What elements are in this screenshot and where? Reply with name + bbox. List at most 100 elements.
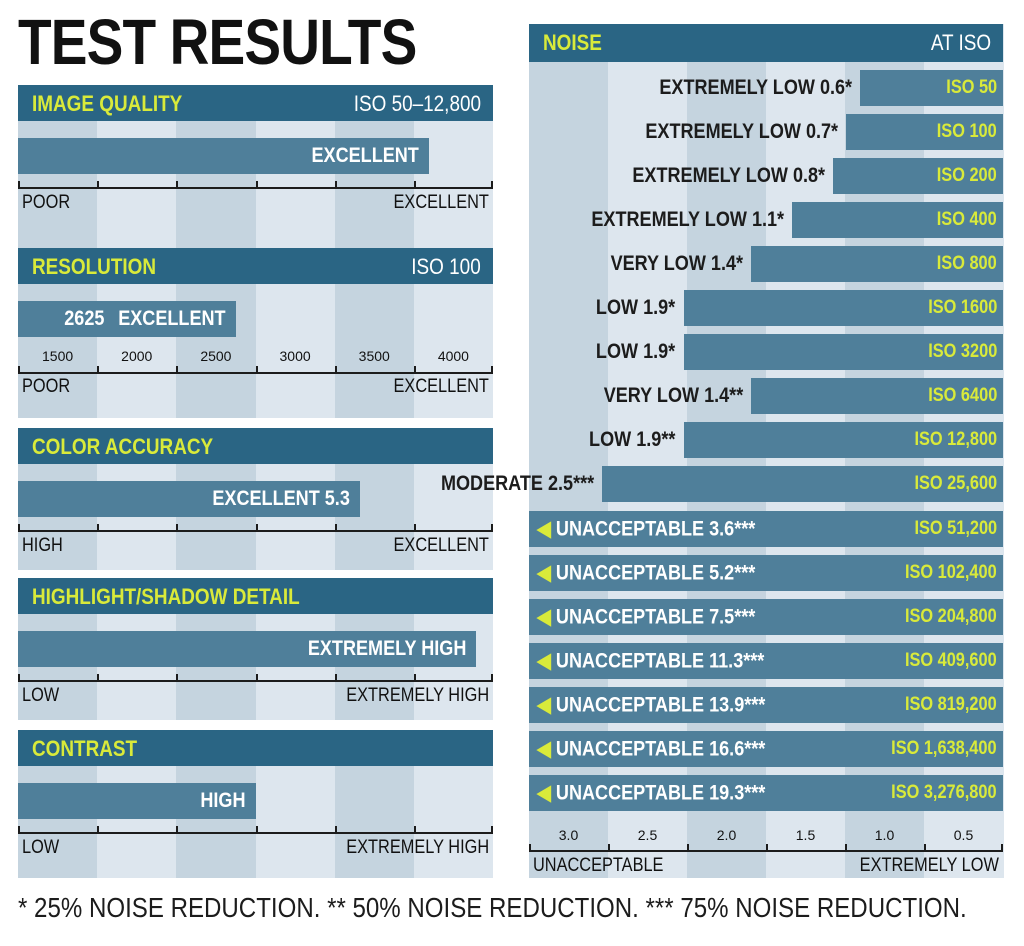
noise-row: EXTREMELY LOW 0.8* ISO 200: [529, 158, 1003, 195]
noise-value-label: VERY LOW 1.4**: [581, 384, 744, 408]
tick-mark: [176, 674, 179, 682]
noise-iso: ISO 200: [937, 165, 997, 187]
tick-mark: [334, 181, 337, 189]
tick-mark: [18, 674, 20, 682]
tick-mark: [491, 366, 493, 374]
noise-tick-label: 2.5: [637, 826, 658, 843]
noise-bar: [683, 334, 1003, 371]
tick-mark: [255, 674, 258, 682]
scale-max-label: EXCELLENT: [393, 192, 489, 213]
noise-row: MODERATE 2.5*** ISO 25,600: [441, 466, 1003, 503]
tick-mark: [413, 826, 416, 834]
noise-iso: ISO 204,800: [905, 605, 997, 627]
noise-bar: [846, 114, 1003, 151]
tick-mark: [491, 826, 493, 834]
noise-value: 1.4: [711, 252, 737, 276]
tick-mark: [413, 674, 416, 682]
tick-mark: [18, 826, 20, 834]
tick-mark: [255, 181, 258, 189]
noise-marks: ***: [573, 472, 595, 496]
noise-bar: [529, 686, 1003, 723]
noise-row: LOW 1.9** ISO 12,800: [529, 422, 1003, 459]
left-arrow-icon: ◀: [537, 737, 556, 761]
value-label: EXTREMELY HIGH: [307, 637, 467, 660]
noise-tick-mark: [1001, 843, 1003, 852]
left-arrow-icon: ◀: [537, 605, 556, 629]
noise-value: 16.6: [709, 737, 745, 761]
noise-rating: VERY LOW: [610, 252, 712, 276]
noise-rating: UNACCEPTABLE: [555, 649, 710, 673]
tick-mark: [97, 674, 100, 682]
noise-tick-mark: [529, 843, 531, 852]
noise-value: 1.9: [643, 340, 669, 364]
tick-mark: [255, 826, 258, 834]
noise-iso: ISO 6400: [927, 385, 997, 407]
noise-scale-min-label: UNACCEPTABLE: [533, 854, 664, 876]
noise-iso: ISO 400: [937, 209, 997, 231]
value-label: EXCELLENT: [311, 144, 419, 167]
noise-tick-label: 3.0: [558, 826, 579, 843]
noise-panel: NOISE AT ISO EXTREMELY LOW 0.6* ISO 50 EXTRE…: [441, 24, 1004, 878]
section-contrast: CONTRAST HIGH LOW EXTREMELY HIGH: [18, 730, 494, 878]
value-bar: HIGH: [18, 783, 256, 819]
noise-value: 7.5: [709, 605, 735, 629]
noise-bar: [529, 510, 1003, 547]
tick-mark: [18, 524, 20, 532]
noise-rating: UNACCEPTABLE: [555, 561, 710, 585]
noise-value-label: LOW 1.9**: [575, 428, 675, 452]
noise-value: 5.2: [709, 561, 735, 585]
section-title: CONTRAST: [32, 736, 138, 761]
noise-value: 0.7: [806, 120, 832, 144]
noise-row: ◀ UNACCEPTABLE 19.3*** ISO 3,276,800: [529, 774, 1003, 811]
section-highlight-shadow-detail: HIGHLIGHT/SHADOW DETAIL EXTREMELY HIGH LOW…: [18, 578, 494, 720]
tick-mark: [334, 826, 337, 834]
noise-rating: LOW: [589, 428, 637, 452]
noise-bar: [529, 598, 1003, 635]
noise-iso: ISO 51,200: [914, 517, 997, 539]
noise-row: ◀ UNACCEPTABLE 13.9*** ISO 819,200: [529, 686, 1003, 723]
noise-marks: ***: [743, 649, 765, 673]
noise-value-label: ◀ UNACCEPTABLE 11.3***: [537, 648, 801, 673]
noise-row: ◀ UNACCEPTABLE 11.3*** ISO 409,600: [529, 642, 1003, 679]
value-bar: EXCELLENT: [18, 138, 429, 174]
noise-tick-mark: [687, 843, 689, 852]
tick-label: 2000: [121, 348, 153, 364]
section-image-quality: IMAGE QUALITY ISO 50–12,800 EXCELLENT POOR E…: [18, 85, 494, 255]
tick-mark: [334, 366, 337, 374]
noise-row: EXTREMELY LOW 0.7* ISO 100: [529, 114, 1003, 151]
noise-bar: [529, 554, 1003, 591]
section-title: RESOLUTION: [32, 254, 157, 279]
tick-label: 2500: [200, 348, 232, 364]
page-title: TEST RESULTS: [18, 6, 417, 78]
noise-marks: *: [668, 296, 676, 320]
left-arrow-icon: ◀: [537, 693, 556, 717]
noise-value-label: ◀ UNACCEPTABLE 16.6***: [537, 736, 803, 761]
noise-marks: ***: [734, 517, 756, 540]
scale-min-label: LOW: [22, 685, 60, 706]
tick-mark: [413, 524, 416, 532]
section-title: COLOR ACCURACY: [32, 434, 214, 459]
noise-tick-mark: [924, 843, 926, 852]
tick-mark: [97, 524, 100, 532]
noise-marks: ***: [734, 561, 756, 585]
noise-row: VERY LOW 1.4** ISO 6400: [529, 378, 1003, 415]
tick-label: 3500: [358, 348, 390, 364]
noise-rating: EXTREMELY LOW: [591, 208, 752, 232]
noise-value-label: EXTREMELY LOW 0.6*: [628, 76, 852, 100]
tick-mark: [97, 181, 100, 189]
noise-row: ◀ UNACCEPTABLE 7.5*** ISO 204,800: [529, 598, 1003, 635]
noise-scale-max-label: EXTREMELY LOW: [859, 854, 999, 876]
tick-mark: [176, 524, 179, 532]
tick-mark: [334, 674, 337, 682]
noise-iso: ISO 1600: [927, 297, 997, 319]
noise-row: LOW 1.9* ISO 1600: [529, 290, 1003, 327]
noise-rating: MODERATE: [441, 472, 549, 496]
noise-iso: ISO 3200: [927, 341, 997, 363]
noise-rating: LOW: [596, 296, 644, 320]
tick-mark: [491, 524, 493, 532]
scale-max-label: EXTREMELY HIGH: [346, 837, 489, 858]
tick-mark: [491, 181, 493, 189]
noise-bar: [751, 378, 1003, 415]
noise-rating: UNACCEPTABLE: [555, 781, 710, 805]
value-rating: EXCELLENT: [118, 307, 226, 330]
